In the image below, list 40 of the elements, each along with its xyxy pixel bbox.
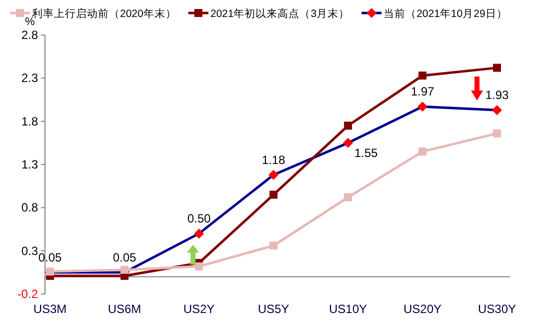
point <box>270 242 278 250</box>
x-tick-label: US20Y <box>403 302 442 316</box>
point <box>343 138 353 148</box>
legend-label: 利率上行启动前（2020年末） <box>32 7 176 20</box>
x-tick-label: US2Y <box>183 302 215 316</box>
x-tick-label: US3M <box>33 302 67 316</box>
point <box>120 266 128 274</box>
y-tick-label: -0.2 <box>17 287 38 301</box>
point <box>493 129 501 138</box>
point <box>418 102 428 112</box>
point <box>418 148 426 156</box>
legend-label: 2021年初以来高点（3月末） <box>210 7 350 20</box>
point <box>493 64 501 72</box>
point <box>194 228 204 239</box>
x-tick-label: US10Y <box>328 302 368 316</box>
data-label: 0.05 <box>38 250 62 264</box>
x-tick-label: US6M <box>108 302 142 316</box>
y-tick-label: 2.3 <box>21 71 38 86</box>
y-tick-label: 2.8 <box>21 28 38 42</box>
x-tick-label: US30Y <box>478 302 516 316</box>
point <box>268 170 278 180</box>
point <box>418 72 426 80</box>
data-label: 0.05 <box>112 250 136 264</box>
legend-label: 当前（2021年10月29日） <box>384 8 508 20</box>
x-tick-label: US5Y <box>258 302 290 316</box>
data-label: 1.93 <box>485 88 509 102</box>
point <box>344 193 352 202</box>
point <box>195 262 203 270</box>
y-tick-label: 1.3 <box>21 158 38 172</box>
data-label: 1.97 <box>410 84 434 99</box>
data-label: 1.18 <box>262 152 286 167</box>
y-tick-label: 0.3 <box>21 244 38 258</box>
y-tick-label: 1.8 <box>21 114 38 128</box>
data-label: 0.50 <box>187 212 211 226</box>
point <box>492 105 502 116</box>
data-label: 1.55 <box>354 146 378 160</box>
y-axis-title: % <box>25 16 35 28</box>
y-tick-label: 0.8 <box>21 200 38 215</box>
point <box>270 190 278 199</box>
point <box>344 122 352 130</box>
